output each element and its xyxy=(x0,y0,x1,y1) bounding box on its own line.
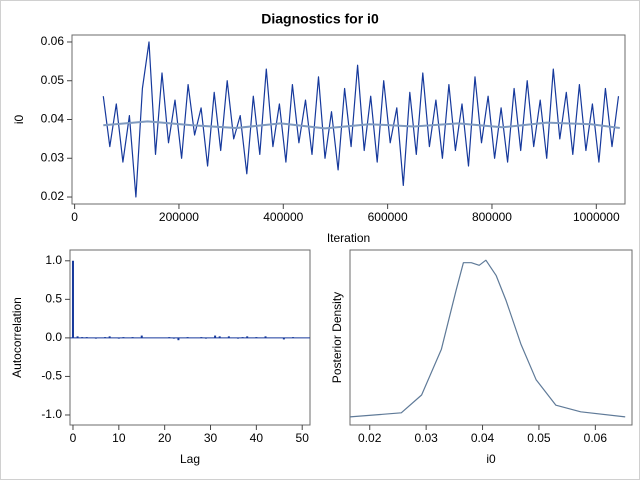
x-tick-label: 10 xyxy=(112,431,126,445)
x-tick-label: 600000 xyxy=(368,210,408,224)
x-tick-label: 1000000 xyxy=(573,210,620,224)
y-tick-label: -1.0 xyxy=(41,407,62,421)
y-tick-label: 0.06 xyxy=(41,34,65,48)
x-tick-label: 40 xyxy=(250,431,264,445)
x-axis-label: Iteration xyxy=(327,231,370,245)
x-tick-label: 30 xyxy=(204,431,218,445)
chart-title: Diagnostics for i0 xyxy=(261,11,379,27)
x-axis-label: i0 xyxy=(486,452,496,466)
series-line xyxy=(102,41,620,198)
x-tick-label: 200000 xyxy=(159,210,199,224)
x-tick-label: 0.05 xyxy=(527,431,551,445)
y-tick-label: 0.05 xyxy=(41,73,65,87)
x-tick-label: 0 xyxy=(71,210,78,224)
plot-frame xyxy=(349,249,633,426)
x-tick-label: 0 xyxy=(70,431,77,445)
x-axis-label: Lag xyxy=(180,452,200,466)
series-line xyxy=(349,259,626,418)
y-axis-label: i0 xyxy=(12,115,26,125)
y-tick-label: 0.03 xyxy=(41,150,65,164)
x-tick-label: 20 xyxy=(158,431,172,445)
y-tick-label: 0.02 xyxy=(41,189,65,203)
y-tick-label: 0.0 xyxy=(45,330,62,344)
x-tick-label: 50 xyxy=(296,431,310,445)
y-tick-label: -0.5 xyxy=(41,369,62,383)
y-axis-label: Posterior Density xyxy=(330,292,344,383)
x-tick-label: 0.02 xyxy=(358,431,382,445)
series-line xyxy=(103,120,620,130)
x-tick-label: 800000 xyxy=(472,210,512,224)
y-tick-label: 0.04 xyxy=(41,112,65,126)
y-axis-label: Autocorrelation xyxy=(10,297,24,378)
x-tick-label: 0.04 xyxy=(471,431,495,445)
y-tick-label: 1.0 xyxy=(45,253,62,267)
x-tick-label: 400000 xyxy=(263,210,303,224)
y-tick-label: 0.5 xyxy=(45,292,62,306)
x-tick-label: 0.06 xyxy=(584,431,608,445)
x-tick-label: 0.03 xyxy=(414,431,438,445)
